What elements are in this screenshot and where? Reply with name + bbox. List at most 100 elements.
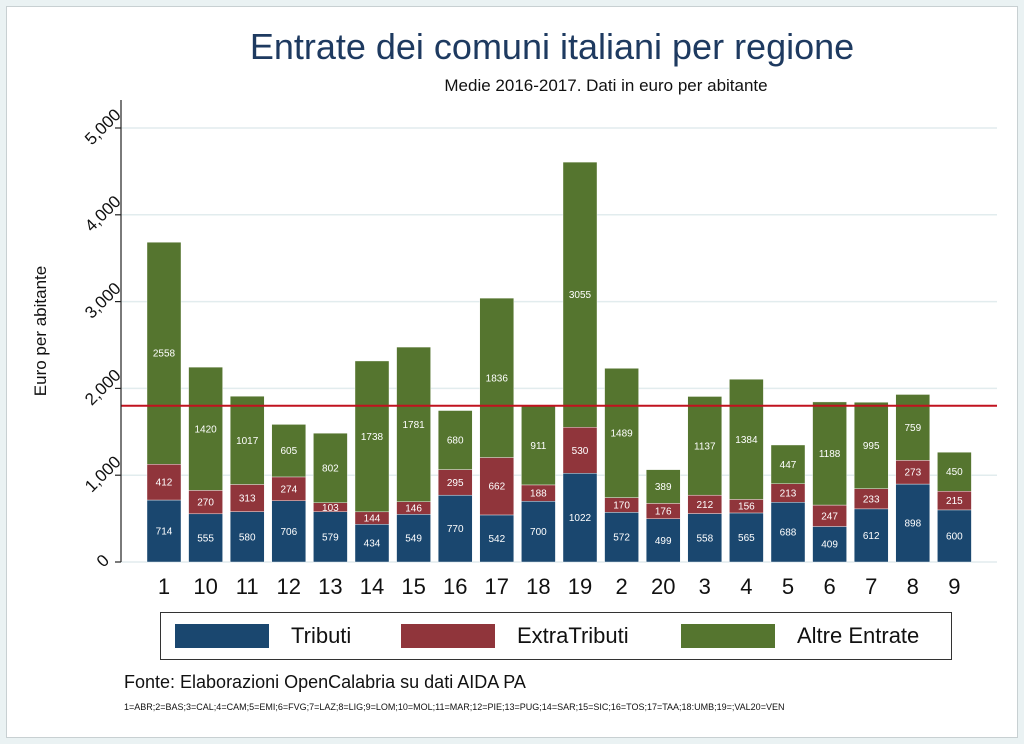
- bar-extratributi: [562, 427, 598, 474]
- data-label-extratributi: 233: [863, 494, 880, 505]
- bar-tributi: [812, 526, 847, 563]
- data-label-tributi: 549: [405, 534, 422, 545]
- data-label-tributi: 706: [280, 527, 297, 538]
- data-label-tributi: 770: [447, 524, 464, 535]
- data-label-tributi: 499: [655, 536, 672, 547]
- data-label-altre-entrate: 1137: [694, 441, 716, 452]
- x-tick-label: 20: [651, 574, 675, 599]
- bar-extratributi: [229, 484, 265, 512]
- bar-altre-entrate: [271, 424, 306, 478]
- chart-title: Entrate dei comuni italiani per regione: [249, 26, 855, 67]
- data-label-altre-entrate: 450: [946, 467, 963, 478]
- data-label-extratributi: 215: [946, 496, 963, 507]
- y-ticks: 0 1,000 2,000 3,000 4,000 5,000: [81, 105, 125, 571]
- x-tick-label: 9: [948, 574, 960, 599]
- bar-altre-entrate: [313, 432, 348, 504]
- data-label-tributi: 898: [904, 519, 921, 530]
- bar-tributi: [229, 511, 265, 563]
- bar-tributi: [646, 518, 681, 563]
- bar-altre-entrate: [854, 402, 889, 489]
- bar-tributi: [562, 473, 598, 563]
- x-tick-label: 2: [615, 574, 627, 599]
- data-label-tributi: 612: [863, 531, 880, 542]
- bar-altre-entrate: [521, 405, 556, 486]
- legend-label-extratributi: ExtraTributi: [517, 623, 629, 648]
- bar-altre-entrate: [770, 444, 806, 484]
- data-label-altre-entrate: 1489: [610, 428, 633, 439]
- bar-altre-entrate: [396, 346, 431, 502]
- data-label-altre-entrate: 759: [904, 423, 921, 434]
- data-label-altre-entrate: 447: [780, 460, 797, 471]
- bar-altre-entrate: [812, 401, 847, 506]
- bar-tributi: [770, 502, 806, 563]
- legend-label-tributi: Tributi: [291, 623, 352, 648]
- x-tick-label: 14: [360, 574, 384, 599]
- legend-swatch-tributi: [175, 624, 269, 648]
- data-label-extratributi: 176: [655, 507, 672, 518]
- x-tick-label: 4: [740, 574, 752, 599]
- data-label-extratributi: 662: [488, 482, 505, 493]
- data-labels: 714 412 2558 555 270 1420 580 313 1017 706 274 605 5…: [153, 290, 963, 551]
- data-label-tributi: 572: [613, 533, 630, 544]
- data-label-extratributi: 247: [821, 511, 838, 522]
- data-label-altre-entrate: 1384: [735, 435, 758, 446]
- data-label-extratributi: 103: [322, 503, 339, 514]
- data-label-tributi: 579: [322, 532, 339, 543]
- data-label-extratributi: 274: [280, 484, 297, 495]
- data-label-tributi: 580: [239, 532, 256, 543]
- data-label-extratributi: 270: [197, 498, 214, 509]
- x-tick-label: 1: [158, 574, 170, 599]
- data-label-altre-entrate: 995: [863, 441, 880, 452]
- data-label-tributi: 1022: [569, 513, 592, 524]
- x-tick-label: 8: [907, 574, 919, 599]
- x-tick-label: 5: [782, 574, 794, 599]
- bar-altre-entrate: [937, 451, 972, 492]
- data-label-altre-entrate: 1188: [819, 449, 841, 460]
- x-tick-label: 19: [568, 574, 592, 599]
- bar-altre-entrate: [354, 360, 390, 513]
- data-label-tributi: 558: [696, 533, 713, 544]
- x-tick-label: 3: [699, 574, 711, 599]
- x-tick-label: 18: [526, 574, 550, 599]
- bar-tributi: [604, 512, 639, 563]
- data-label-tributi: 700: [530, 527, 547, 538]
- data-label-tributi: 600: [946, 531, 963, 542]
- data-label-altre-entrate: 1017: [236, 436, 259, 447]
- bar-altre-entrate: [729, 379, 764, 500]
- data-label-extratributi: 156: [738, 502, 755, 513]
- x-tick-label: 10: [193, 574, 217, 599]
- data-label-altre-entrate: 2558: [153, 349, 176, 360]
- data-label-extratributi: 170: [613, 500, 630, 511]
- bar-tributi: [188, 513, 223, 563]
- legend-item-tributi: Tributi: [175, 623, 351, 649]
- y-tick-label: 2,000: [81, 366, 125, 410]
- bar-tributi: [729, 512, 764, 563]
- data-label-extratributi: 213: [780, 489, 797, 500]
- y-tick-label: 1,000: [81, 452, 125, 496]
- data-label-altre-entrate: 802: [322, 463, 339, 474]
- bar-altre-entrate: [479, 297, 514, 458]
- bar-altre-entrate: [146, 242, 182, 465]
- x-tick-label: 11: [236, 574, 259, 599]
- data-label-tributi: 409: [821, 540, 838, 551]
- data-label-altre-entrate: 389: [655, 482, 672, 493]
- data-label-altre-entrate: 1781: [402, 420, 425, 431]
- data-label-extratributi: 295: [447, 478, 464, 489]
- x-ticks: 1 10 11 12 13 14 15 16 17 18 19 2 20 3 4 5 6 7 8 9: [158, 574, 961, 599]
- y-tick-label: 3,000: [81, 279, 125, 323]
- x-tick-label: 12: [277, 574, 301, 599]
- x-tick-label: 6: [823, 574, 835, 599]
- data-label-tributi: 555: [197, 533, 214, 544]
- data-label-extratributi: 146: [405, 504, 422, 515]
- bar-altre-entrate: [229, 396, 265, 485]
- bar-altre-entrate: [687, 396, 722, 496]
- bar-extratributi: [438, 469, 473, 496]
- y-tick-label: 4,000: [81, 192, 125, 236]
- bar-extratributi: [479, 457, 514, 516]
- x-tick-label: 7: [865, 574, 877, 599]
- data-label-tributi: 565: [738, 533, 755, 544]
- bar-altre-entrate: [646, 469, 681, 504]
- legend-swatch-altre-entrate: [681, 624, 775, 648]
- bar-tributi: [521, 501, 556, 563]
- data-label-altre-entrate: 911: [530, 441, 546, 452]
